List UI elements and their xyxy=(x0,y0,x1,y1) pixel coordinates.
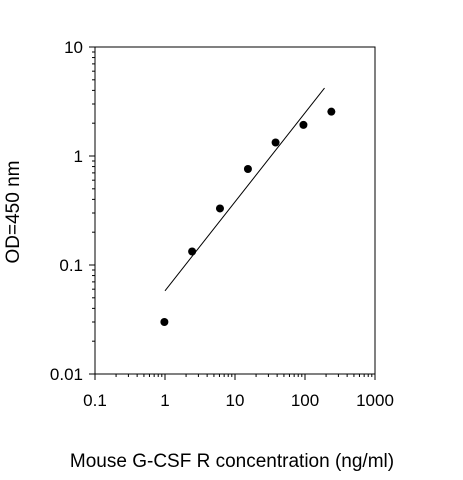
plot-border xyxy=(94,46,376,375)
data-point xyxy=(188,247,197,256)
data-points xyxy=(160,107,336,326)
data-point xyxy=(160,317,169,326)
x-tick-label: 0.1 xyxy=(83,391,107,410)
data-point xyxy=(271,138,280,147)
fit-line-group xyxy=(164,87,325,292)
plot-frame xyxy=(94,46,376,375)
y-tick-label: 0.1 xyxy=(59,256,83,275)
data-point xyxy=(299,120,308,129)
x-tick-label: 1000 xyxy=(356,391,394,410)
x-axis-label: Mouse G-CSF R concentration (ng/ml) xyxy=(70,451,394,472)
x-tick-label: 10 xyxy=(226,391,245,410)
data-point xyxy=(215,204,224,213)
y-tick-label: 10 xyxy=(64,38,83,57)
x-tick-label: 1 xyxy=(160,391,169,410)
y-axis-ticks: 0.01 0.1 1 10 xyxy=(50,38,95,384)
y-tick-label: 0.01 xyxy=(50,365,83,384)
data-point xyxy=(327,107,336,116)
y-axis-label: OD=450 nm xyxy=(3,161,24,264)
x-tick-label: 100 xyxy=(291,391,319,410)
y-tick-label: 1 xyxy=(74,147,83,166)
fit-line xyxy=(164,87,325,292)
data-point xyxy=(243,164,252,173)
x-axis-ticks: 0.1 1 10 100 1000 xyxy=(83,374,394,410)
